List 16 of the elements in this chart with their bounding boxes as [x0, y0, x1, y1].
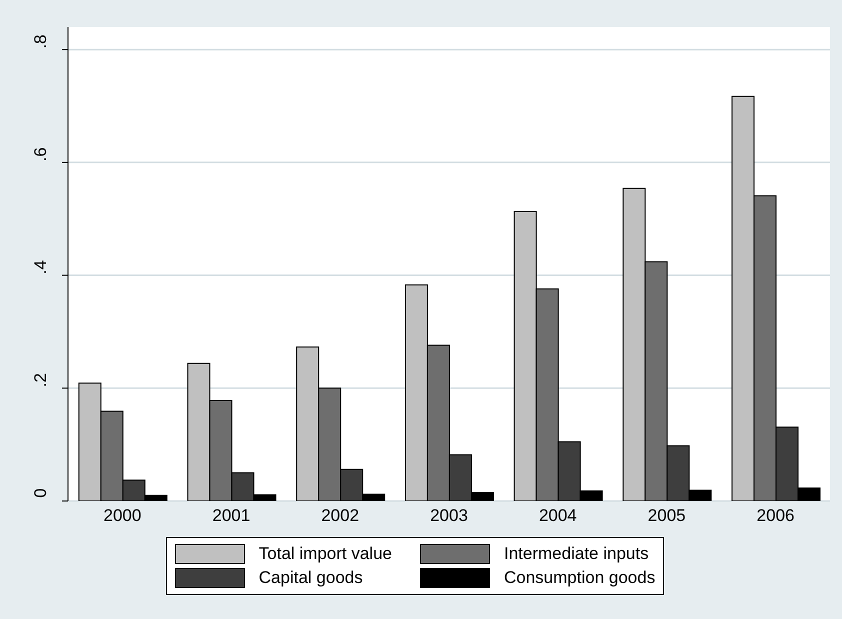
x-tick-label: 2003	[430, 506, 468, 526]
legend-label: Intermediate inputs	[504, 544, 649, 564]
legend-label: Total import value	[258, 544, 392, 564]
x-tick-label: 2005	[648, 506, 686, 526]
y-tick-label: 0	[31, 488, 50, 498]
legend-label: Capital goods	[258, 568, 363, 588]
x-tick-label: 2006	[756, 506, 794, 526]
x-tick-label: 2000	[104, 506, 142, 526]
y-tick-label: .4	[31, 260, 50, 274]
legend-label: Consumption goods	[504, 568, 656, 588]
y-tick-label: .8	[31, 34, 50, 49]
x-tick-label: 2002	[321, 506, 360, 526]
x-tick-label: 2004	[538, 506, 577, 526]
y-tick-label: .2	[31, 373, 50, 388]
y-tick-label: .6	[31, 147, 50, 162]
x-tick-label: 2001	[212, 506, 250, 526]
